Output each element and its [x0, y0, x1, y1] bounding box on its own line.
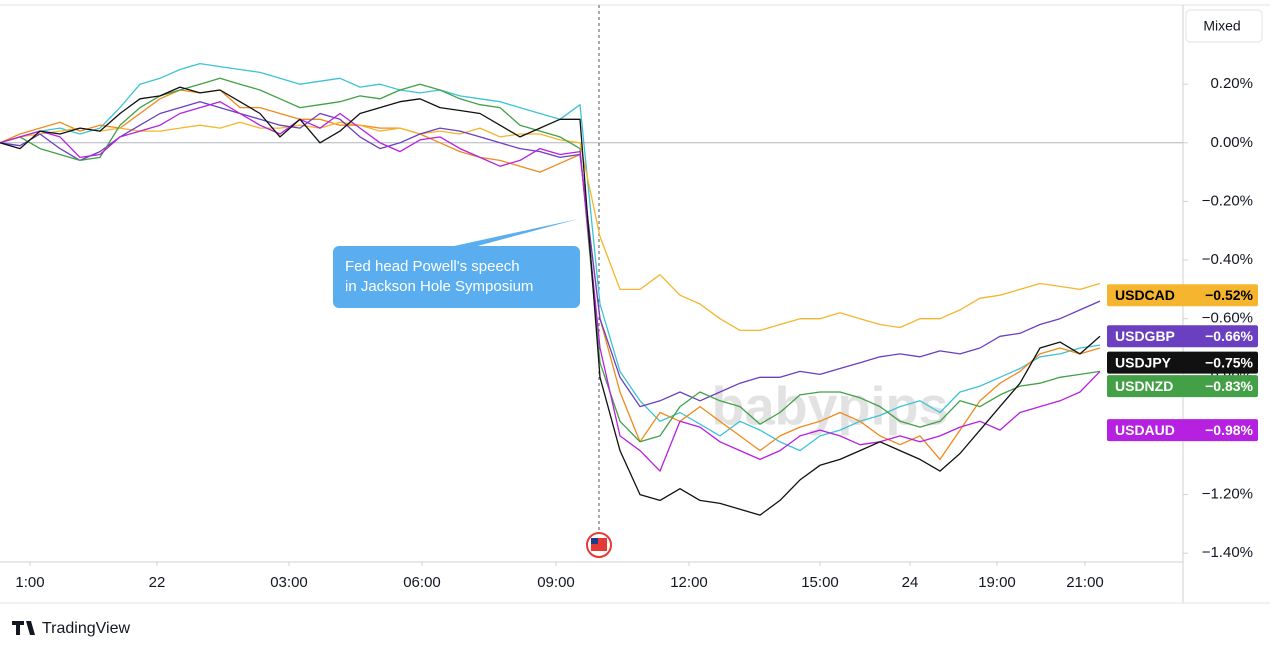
watermark: babypips	[711, 376, 948, 436]
brand-name: TradingView	[42, 620, 130, 637]
end-label-value: −0.98%	[1205, 422, 1253, 438]
brand-logo	[12, 621, 35, 635]
end-label-value: −0.66%	[1205, 328, 1253, 344]
x-tick-label: 1:00	[15, 574, 44, 591]
end-label-box	[1107, 325, 1258, 348]
brand: TradingView	[12, 620, 130, 637]
y-tick-label: −0.60%	[1202, 310, 1253, 327]
x-tick-label: 22	[149, 574, 166, 591]
event-flag-canton	[591, 538, 598, 544]
end-label-value: −0.52%	[1205, 287, 1253, 303]
end-label-value: −0.83%	[1205, 378, 1253, 394]
y-tick-label: 0.00%	[1210, 134, 1253, 151]
callout-pointer	[445, 219, 578, 248]
mode-button-label[interactable]: Mixed	[1203, 18, 1240, 34]
mode-button[interactable]	[1185, 9, 1263, 43]
end-label-box	[1107, 375, 1258, 398]
legend-entry: USDGBP	[1115, 328, 1175, 344]
x-tick-label: 12:00	[670, 574, 708, 591]
x-tick-label: 06:00	[403, 574, 441, 591]
x-tick-label: 09:00	[537, 574, 575, 591]
y-tick-label: −1.40%	[1202, 544, 1253, 561]
annotation: Fed head Powell's speech in Jackson Hole…	[333, 219, 580, 308]
callout-text: Fed head Powell's speech	[345, 258, 520, 275]
callout-box	[333, 246, 580, 308]
series-line	[0, 77, 1101, 443]
series-line	[0, 121, 1101, 332]
legend-entry: USDCAD	[1115, 287, 1175, 303]
series-line	[0, 101, 1101, 472]
end-label-box	[1107, 284, 1258, 307]
legend-entry: USDNZD	[1115, 378, 1173, 394]
series-line	[0, 101, 1101, 408]
legend-entry: USDAUD	[1115, 422, 1175, 438]
series-line	[0, 89, 1101, 461]
y-tick-label: −0.40%	[1202, 251, 1253, 268]
callout-text: in Jackson Hole Symposium	[345, 278, 533, 295]
x-tick-label: 19:00	[978, 574, 1016, 591]
plot-area	[0, 5, 1188, 566]
y-tick-label: −0.20%	[1202, 192, 1253, 209]
series-line	[0, 62, 1101, 452]
x-tick-label: 03:00	[270, 574, 308, 591]
end-label-box	[1107, 419, 1258, 442]
x-tick-label: 24	[902, 574, 919, 591]
legend-entry: USDJPY	[1115, 354, 1172, 370]
x-tick-label: 21:00	[1066, 574, 1104, 591]
end-label-box	[1107, 351, 1258, 374]
x-tick-label: 15:00	[801, 574, 839, 591]
end-label-value: −0.75%	[1205, 354, 1253, 370]
series-line	[0, 86, 1101, 516]
y-tick-label: 0.20%	[1210, 75, 1253, 92]
y-tick-label: −1.20%	[1202, 486, 1253, 503]
event-icon	[586, 532, 612, 558]
